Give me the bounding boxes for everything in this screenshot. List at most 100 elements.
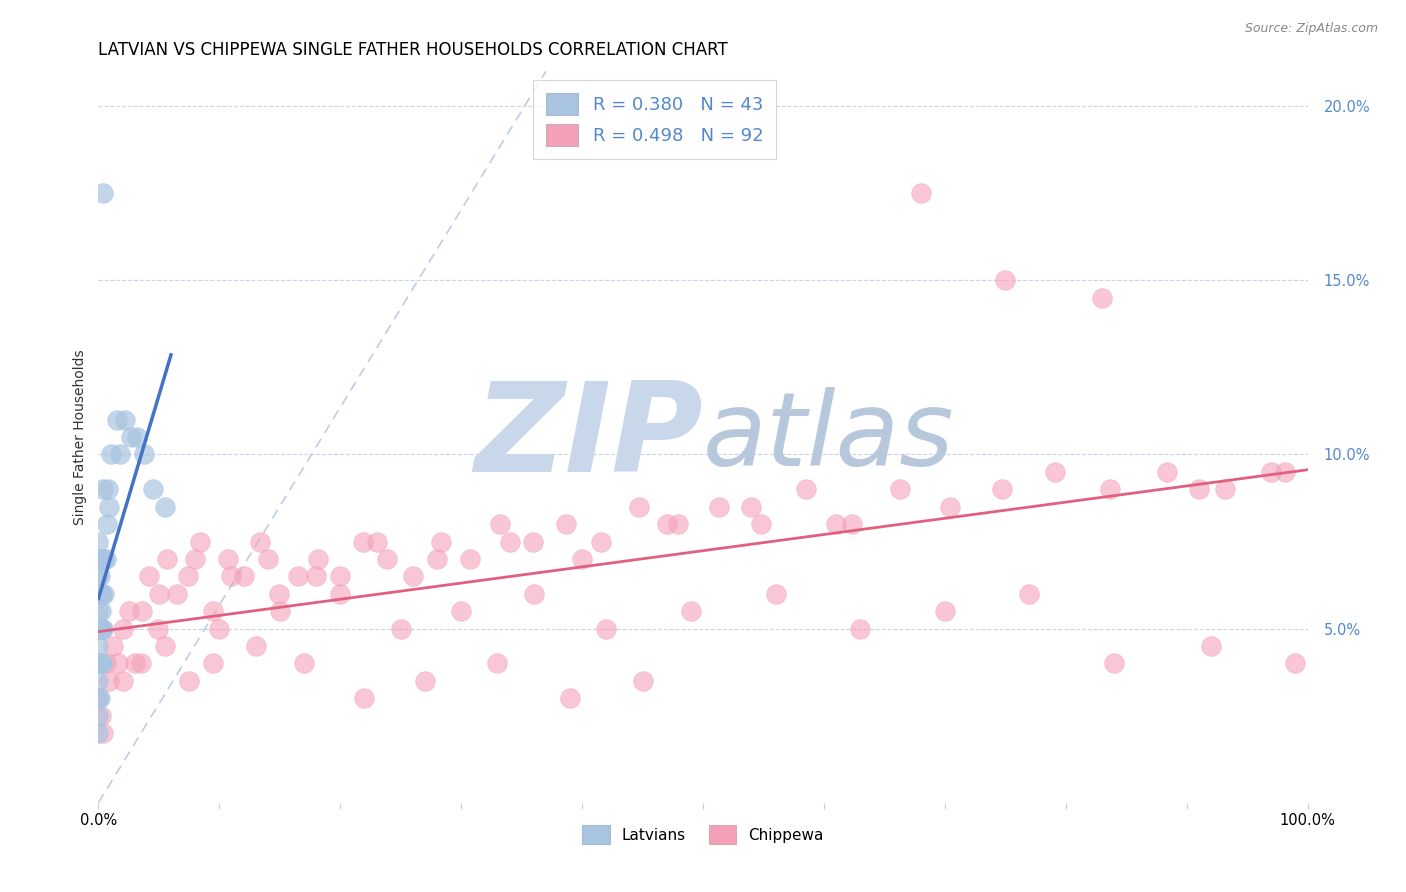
Point	[1188, 483, 1211, 497]
Point	[489, 517, 512, 532]
Point	[486, 657, 509, 671]
Point	[498, 534, 520, 549]
Point	[108, 448, 131, 462]
Point	[166, 587, 188, 601]
Point	[287, 569, 309, 583]
Point	[889, 483, 911, 497]
Point	[118, 604, 141, 618]
Point	[1199, 639, 1222, 653]
Point	[101, 639, 124, 653]
Point	[124, 657, 146, 671]
Point	[217, 552, 239, 566]
Point	[269, 604, 291, 618]
Point	[87, 639, 110, 653]
Point	[631, 673, 654, 688]
Point	[938, 500, 960, 514]
Point	[89, 657, 111, 671]
Point	[131, 604, 153, 618]
Point	[93, 587, 115, 601]
Point	[1284, 657, 1306, 671]
Point	[129, 657, 152, 671]
Point	[90, 708, 112, 723]
Point	[179, 673, 201, 688]
Point	[127, 430, 149, 444]
Point	[111, 673, 134, 688]
Point	[308, 552, 330, 566]
Point	[202, 657, 225, 671]
Point	[245, 639, 267, 653]
Point	[188, 534, 211, 549]
Point	[148, 587, 170, 601]
Point	[98, 500, 121, 514]
Point	[353, 691, 375, 706]
Point	[146, 622, 169, 636]
Point	[849, 622, 872, 636]
Point	[90, 587, 112, 601]
Point	[98, 673, 121, 688]
Point	[91, 726, 114, 740]
Point	[707, 500, 730, 514]
Point	[177, 569, 200, 583]
Point	[450, 604, 472, 618]
Point	[153, 500, 176, 514]
Point	[994, 273, 1017, 287]
Point	[1091, 291, 1114, 305]
Point	[825, 517, 848, 532]
Text: LATVIAN VS CHIPPEWA SINGLE FATHER HOUSEHOLDS CORRELATION CHART: LATVIAN VS CHIPPEWA SINGLE FATHER HOUSEH…	[98, 41, 728, 59]
Point	[426, 552, 449, 566]
Point	[1043, 465, 1066, 479]
Point	[87, 708, 110, 723]
Point	[389, 622, 412, 636]
Text: atlas: atlas	[703, 387, 955, 487]
Point	[305, 569, 328, 583]
Y-axis label: Single Father Households: Single Father Households	[73, 350, 87, 524]
Point	[329, 569, 352, 583]
Point	[87, 534, 110, 549]
Point	[89, 552, 111, 566]
Point	[1274, 465, 1296, 479]
Point	[679, 604, 702, 618]
Point	[595, 622, 617, 636]
Point	[87, 673, 110, 688]
Point	[366, 534, 388, 549]
Point	[96, 517, 118, 532]
Point	[93, 552, 115, 566]
Point	[249, 534, 271, 549]
Point	[138, 569, 160, 583]
Point	[990, 483, 1012, 497]
Point	[377, 552, 399, 566]
Point	[765, 587, 787, 601]
Point	[666, 517, 689, 532]
Point	[91, 622, 114, 636]
Point	[90, 604, 112, 618]
Point	[934, 604, 956, 618]
Point	[90, 657, 112, 671]
Point	[841, 517, 863, 532]
Point	[87, 587, 110, 601]
Point	[232, 569, 254, 583]
Point	[91, 622, 114, 636]
Point	[413, 673, 436, 688]
Text: ZIP: ZIP	[474, 376, 703, 498]
Point	[740, 500, 762, 514]
Point	[749, 517, 772, 532]
Point	[591, 534, 613, 549]
Point	[1018, 587, 1040, 601]
Legend: Latvians, Chippewa: Latvians, Chippewa	[576, 819, 830, 850]
Point	[87, 691, 110, 706]
Point	[1215, 483, 1237, 497]
Point	[142, 483, 165, 497]
Point	[1156, 465, 1178, 479]
Point	[571, 552, 593, 566]
Point	[107, 657, 129, 671]
Point	[153, 639, 176, 653]
Point	[184, 552, 207, 566]
Point	[94, 552, 117, 566]
Point	[458, 552, 481, 566]
Point	[292, 657, 315, 671]
Point	[1099, 483, 1122, 497]
Point	[558, 691, 581, 706]
Point	[402, 569, 425, 583]
Point	[91, 587, 114, 601]
Point	[627, 500, 650, 514]
